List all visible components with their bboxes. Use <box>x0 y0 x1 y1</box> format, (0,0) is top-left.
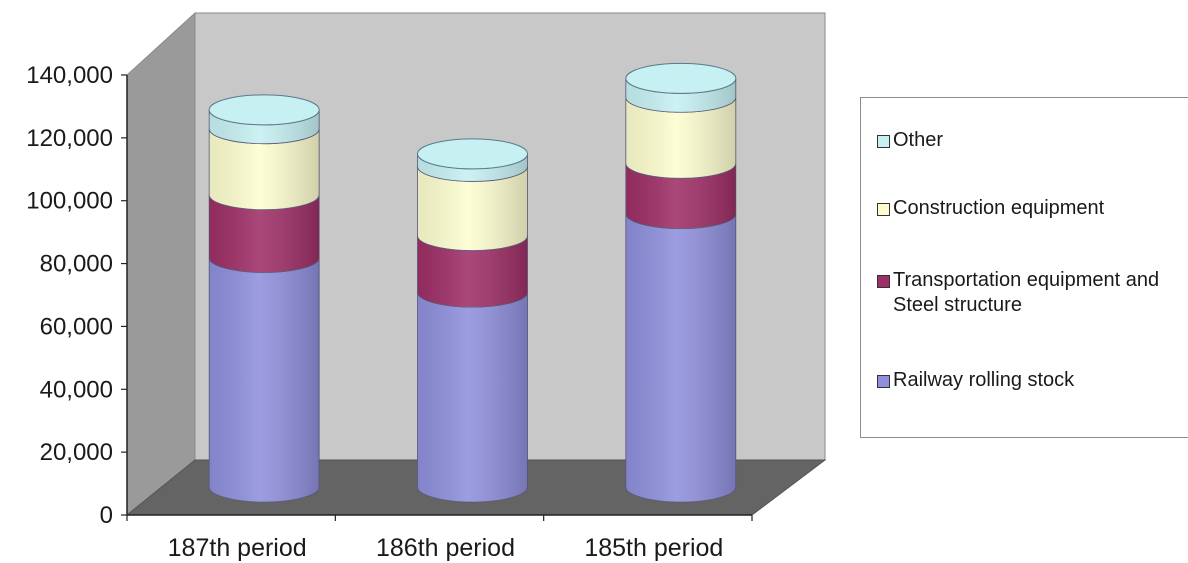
legend-item: Transportation equipment and Steel struc… <box>877 268 1183 318</box>
side-wall <box>126 11 196 517</box>
bar-segment-shading <box>209 257 320 502</box>
legend-label: Other <box>893 129 944 151</box>
bar-segment-shading <box>417 235 528 308</box>
y-tick-label: 20,000 <box>40 439 113 466</box>
legend-swatch <box>877 375 890 388</box>
y-axis-ticks: 0 20,000 40,000 60,000 80,000 100,000 120,000 1… <box>26 62 127 529</box>
legend-swatch <box>877 275 890 288</box>
y-tick-label: 40,000 <box>40 376 113 403</box>
bar-segment-shading <box>625 97 736 179</box>
legend-item: Railway rolling stock <box>877 368 1183 393</box>
stacked-cylinder-chart: 0 20,000 40,000 60,000 80,000 100,000 120,000 1… <box>26 11 827 562</box>
bar-segment-shading <box>417 166 528 251</box>
legend-item: Other <box>877 128 1183 153</box>
y-tick-label: 100,000 <box>26 188 113 215</box>
bar-segment-shading <box>625 78 736 113</box>
y-tick-label: 60,000 <box>40 313 113 340</box>
legend-label: Railway rolling stock <box>893 369 1075 391</box>
legend-swatch <box>877 203 890 216</box>
bar-segment-shading <box>417 153 528 182</box>
x-axis-ticks: 187th period 186th period 185th period <box>126 515 753 562</box>
y-tick-label: 0 <box>100 502 113 529</box>
y-tick-label: 80,000 <box>40 251 113 278</box>
x-tick-label: 185th period <box>584 534 723 562</box>
bar-segment-shading <box>417 292 528 502</box>
bar-segment-shading <box>209 194 320 273</box>
bar-stack <box>625 62 737 503</box>
bar-segment-shading <box>209 109 320 144</box>
bar-stack <box>208 94 320 503</box>
y-tick-label: 120,000 <box>26 125 113 152</box>
y-tick-label: 140,000 <box>26 62 113 89</box>
x-tick-label: 187th period <box>168 534 307 562</box>
bars <box>208 62 737 503</box>
bar-stack <box>417 138 528 503</box>
legend-item: Construction equipment <box>877 196 1183 221</box>
bar-top-cap <box>208 94 320 126</box>
legend-swatch <box>877 135 890 148</box>
bar-segment-shading <box>209 128 320 210</box>
legend-label: Construction equipment <box>893 197 1105 219</box>
bar-segment-shading <box>625 163 736 229</box>
bar-top-cap <box>417 138 528 170</box>
x-tick-label: 186th period <box>376 534 515 562</box>
legend-label: Transportation equipment and Steel struc… <box>893 269 1160 316</box>
bar-segment-shading <box>625 213 736 503</box>
bar-top-cap <box>625 62 737 94</box>
legend: Other Construction equipment Transportatio… <box>860 97 1188 438</box>
